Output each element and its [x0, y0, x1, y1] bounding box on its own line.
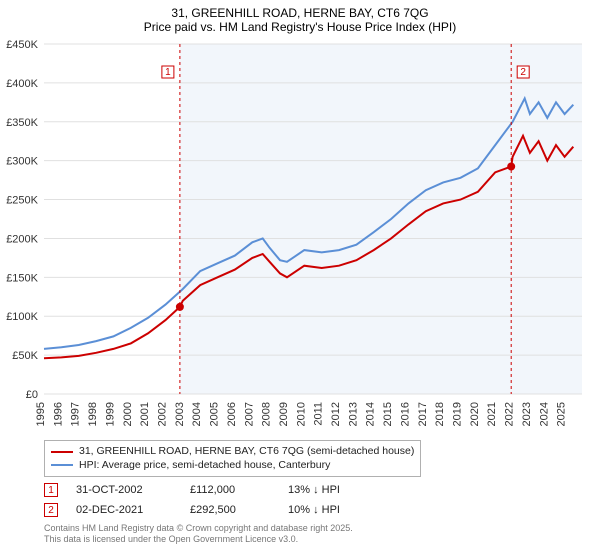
svg-text:2: 2 [520, 67, 526, 78]
sale-price-1: £112,000 [190, 484, 270, 496]
sale-date-1: 31-OCT-2002 [76, 484, 172, 496]
line-chart-svg: £0 £50K £100K £150K £200K £250K £300K £350K £400… [0, 38, 600, 438]
legend-swatch-1 [51, 451, 73, 453]
svg-text:£250K: £250K [6, 195, 38, 207]
svg-text:1996: 1996 [52, 402, 64, 426]
svg-text:2017: 2017 [417, 402, 429, 426]
svg-text:£300K: £300K [6, 156, 38, 168]
sale-badge-2: 2 [44, 503, 58, 517]
svg-text:£200K: £200K [6, 233, 38, 245]
legend-label-2: HPI: Average price, semi-detached house,… [79, 459, 330, 473]
svg-text:2012: 2012 [330, 402, 342, 426]
svg-text:2009: 2009 [278, 402, 290, 426]
svg-text:2022: 2022 [504, 402, 516, 426]
sale-badge-1: 1 [44, 483, 58, 497]
svg-text:£150K: £150K [6, 272, 38, 284]
legend-label-1: 31, GREENHILL ROAD, HERNE BAY, CT6 7QG (… [79, 445, 414, 459]
chart-footer: 31, GREENHILL ROAD, HERNE BAY, CT6 7QG (… [44, 440, 582, 545]
sale-row-2: 2 02-DEC-2021 £292,500 10% ↓ HPI [44, 503, 582, 517]
svg-text:2011: 2011 [313, 402, 325, 426]
svg-text:1998: 1998 [87, 402, 99, 426]
svg-text:2023: 2023 [521, 402, 533, 426]
svg-text:1995: 1995 [35, 402, 47, 426]
svg-text:1: 1 [165, 67, 171, 78]
credits: Contains HM Land Registry data © Crown c… [44, 523, 582, 545]
svg-text:£0: £0 [26, 389, 38, 401]
legend-row-2: HPI: Average price, semi-detached house,… [51, 459, 414, 473]
sale-price-2: £292,500 [190, 504, 270, 516]
chart-area: £0 £50K £100K £150K £200K £250K £300K £350K £400… [0, 38, 600, 438]
svg-text:2003: 2003 [174, 402, 186, 426]
credits-line-2: This data is licensed under the Open Gov… [44, 534, 582, 545]
legend: 31, GREENHILL ROAD, HERNE BAY, CT6 7QG (… [44, 440, 421, 477]
svg-text:2007: 2007 [243, 402, 255, 426]
svg-text:£350K: £350K [6, 117, 38, 129]
svg-text:£400K: £400K [6, 78, 38, 90]
svg-text:2015: 2015 [382, 402, 394, 426]
svg-text:£450K: £450K [6, 39, 38, 51]
chart-title-line1: 31, GREENHILL ROAD, HERNE BAY, CT6 7QG [0, 0, 600, 20]
svg-text:2000: 2000 [122, 402, 134, 426]
svg-text:£50K: £50K [12, 350, 38, 362]
credits-line-1: Contains HM Land Registry data © Crown c… [44, 523, 582, 534]
sale-row-1: 1 31-OCT-2002 £112,000 13% ↓ HPI [44, 483, 582, 497]
svg-text:1997: 1997 [70, 402, 82, 426]
svg-text:2005: 2005 [209, 402, 221, 426]
svg-text:2019: 2019 [452, 402, 464, 426]
svg-text:2004: 2004 [191, 402, 203, 426]
svg-text:2001: 2001 [139, 402, 151, 426]
svg-text:2013: 2013 [347, 402, 359, 426]
svg-text:2002: 2002 [156, 402, 168, 426]
svg-text:2008: 2008 [261, 402, 273, 426]
svg-text:2006: 2006 [226, 402, 238, 426]
svg-text:2016: 2016 [399, 402, 411, 426]
sale-date-2: 02-DEC-2021 [76, 504, 172, 516]
legend-swatch-2 [51, 464, 73, 466]
sale-delta-1: 13% ↓ HPI [288, 484, 368, 496]
svg-text:£100K: £100K [6, 311, 38, 323]
svg-text:2024: 2024 [538, 402, 550, 426]
svg-text:2020: 2020 [469, 402, 481, 426]
svg-text:2014: 2014 [365, 402, 377, 426]
svg-text:1999: 1999 [104, 402, 116, 426]
chart-title-line2: Price paid vs. HM Land Registry's House … [0, 20, 600, 38]
sale-delta-2: 10% ↓ HPI [288, 504, 368, 516]
svg-text:2021: 2021 [486, 402, 498, 426]
svg-text:2010: 2010 [295, 402, 307, 426]
svg-text:2025: 2025 [556, 402, 568, 426]
svg-text:2018: 2018 [434, 402, 446, 426]
legend-row-1: 31, GREENHILL ROAD, HERNE BAY, CT6 7QG (… [51, 445, 414, 459]
